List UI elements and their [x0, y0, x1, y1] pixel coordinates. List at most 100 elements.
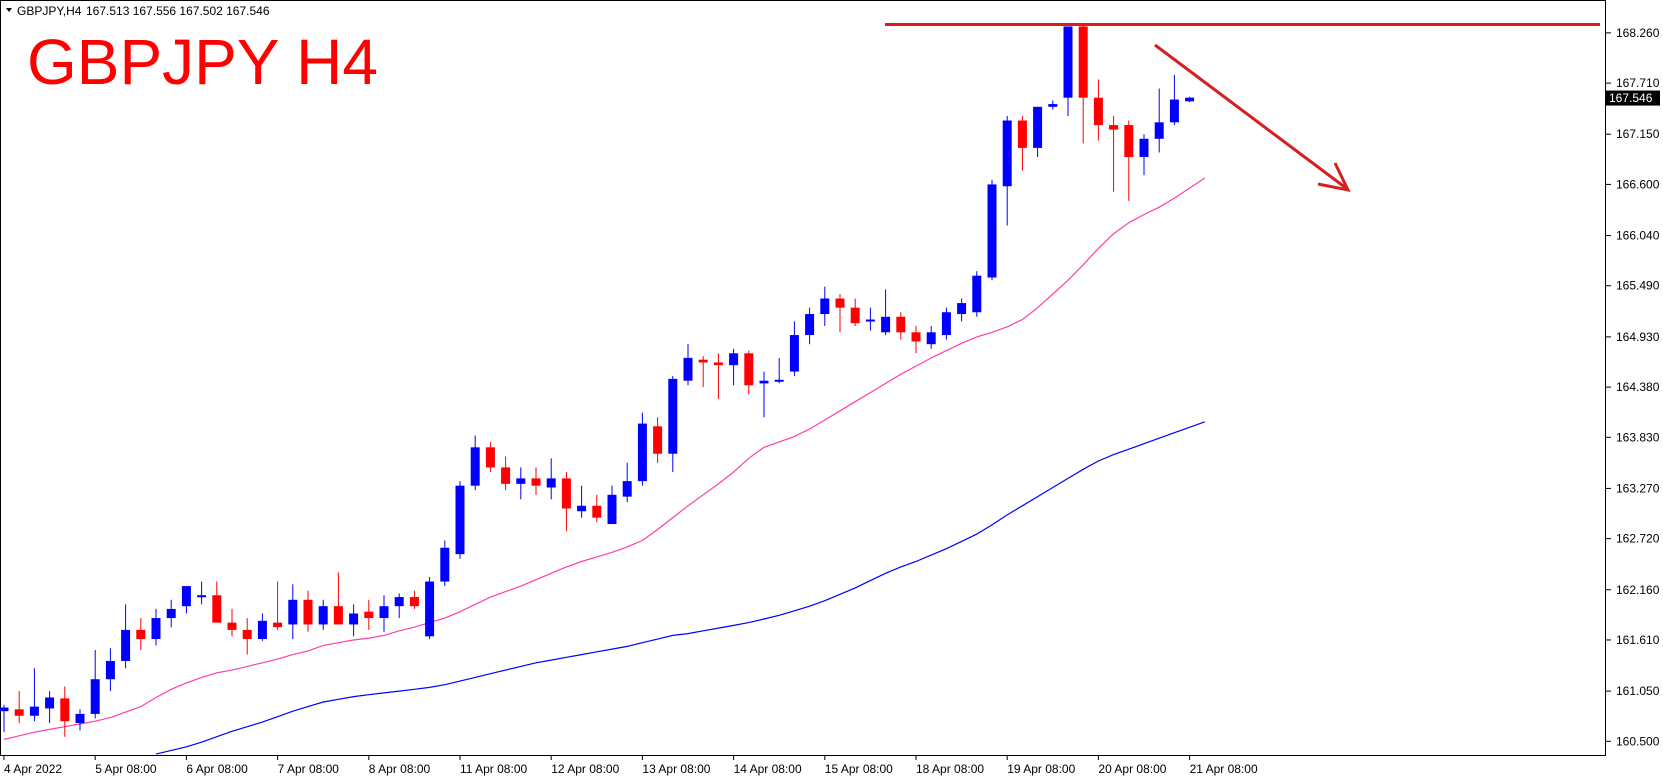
candle — [744, 350, 754, 395]
chart-title: GBPJPY H4 — [27, 26, 378, 98]
candle — [941, 307, 951, 340]
candle-body — [166, 608, 176, 619]
candle-body — [1124, 125, 1134, 158]
candle-body — [713, 362, 723, 366]
plot-frame — [0, 0, 1606, 756]
annotations — [885, 22, 1600, 193]
candle-body — [45, 697, 55, 709]
candle — [850, 298, 860, 326]
x-tick-label: 8 Apr 08:00 — [369, 762, 431, 776]
x-tick-label: 14 Apr 08:00 — [734, 762, 802, 776]
y-tick-label: 164.930 — [1616, 330, 1660, 344]
candle-body — [14, 709, 24, 716]
candle-body — [29, 706, 39, 716]
candle — [90, 650, 100, 719]
candle-body — [1002, 120, 1012, 187]
candle-body — [105, 660, 115, 680]
candle — [166, 599, 176, 628]
candle — [364, 599, 374, 630]
candle — [105, 648, 115, 692]
candle-body — [181, 586, 191, 607]
candle — [713, 353, 723, 399]
candle — [987, 179, 997, 281]
candle-body — [759, 380, 769, 384]
candle-body — [987, 184, 997, 278]
candle — [227, 608, 237, 637]
y-tick-label: 166.040 — [1616, 229, 1660, 243]
down-arrow-head — [1317, 162, 1351, 193]
x-tick-label: 20 Apr 08:00 — [1098, 762, 1166, 776]
candle-body — [288, 599, 298, 625]
x-tick-label: 19 Apr 08:00 — [1007, 762, 1075, 776]
candle-body — [197, 595, 207, 598]
candle-body — [729, 353, 739, 366]
candle — [257, 613, 267, 641]
candle-body — [242, 629, 252, 640]
candle-body — [941, 312, 951, 336]
candle — [197, 581, 207, 605]
candle — [470, 435, 480, 491]
candle — [242, 618, 252, 655]
ohlc-values: 167.513 167.556 167.502 167.546 — [86, 4, 270, 18]
candle-body — [1093, 97, 1103, 126]
candle — [957, 298, 967, 322]
x-tick-label: 12 Apr 08:00 — [551, 762, 619, 776]
y-tick-label: 167.710 — [1616, 76, 1660, 90]
candle-body — [896, 316, 906, 333]
candle — [181, 586, 191, 614]
candle-body — [744, 353, 754, 386]
candle — [288, 584, 298, 640]
candle — [1124, 120, 1134, 201]
candle — [668, 376, 678, 472]
candle — [318, 599, 328, 630]
candle-body — [501, 467, 511, 484]
x-tick-label: 6 Apr 08:00 — [186, 762, 248, 776]
candle-body — [379, 606, 389, 619]
candle-body — [865, 319, 875, 322]
candle-body — [440, 547, 450, 582]
candle — [865, 307, 875, 331]
candle-body — [972, 275, 982, 313]
candle — [881, 289, 891, 336]
header-bar: GBPJPY,H4 167.513 167.556 167.502 167.54… — [6, 4, 270, 18]
candle-body — [637, 423, 647, 482]
candle — [546, 458, 556, 500]
candle — [759, 371, 769, 418]
candle — [1169, 74, 1179, 126]
candle-body — [820, 298, 830, 315]
candle — [972, 271, 982, 317]
candle — [516, 467, 526, 500]
candle — [212, 581, 222, 623]
candle — [1048, 100, 1058, 110]
y-tick-label: 161.050 — [1616, 684, 1660, 698]
candle-body — [0, 707, 9, 712]
candle-body — [1139, 138, 1149, 158]
moving-averages — [3, 177, 1206, 755]
candle-body — [546, 478, 556, 488]
candle — [926, 325, 936, 349]
candle — [561, 471, 571, 532]
candle — [1017, 115, 1027, 171]
candle-body — [425, 581, 435, 637]
candle — [835, 293, 845, 333]
candle — [45, 691, 55, 724]
candle — [1033, 106, 1043, 158]
candle-body — [303, 599, 313, 625]
candle-body — [1017, 120, 1027, 148]
candle-body — [683, 357, 693, 381]
candle-body — [926, 332, 936, 345]
ma-slow-line — [155, 421, 1206, 755]
candle-body — [835, 298, 845, 308]
candle-body — [470, 447, 480, 486]
x-tick-label: 18 Apr 08:00 — [916, 762, 984, 776]
candle — [409, 590, 419, 609]
candle — [789, 321, 799, 377]
candle — [394, 593, 404, 619]
candle-body — [1048, 104, 1058, 107]
candle-body — [333, 606, 343, 625]
y-tick-label: 166.600 — [1616, 177, 1660, 191]
candle — [0, 704, 9, 733]
x-axis: 4 Apr 2022 5 Apr 08:00 6 Apr 08:00 7 Apr 08… — [3, 755, 1258, 776]
x-tick-label: 7 Apr 08:00 — [278, 762, 340, 776]
dropdown-arrow-icon[interactable] — [6, 8, 12, 12]
